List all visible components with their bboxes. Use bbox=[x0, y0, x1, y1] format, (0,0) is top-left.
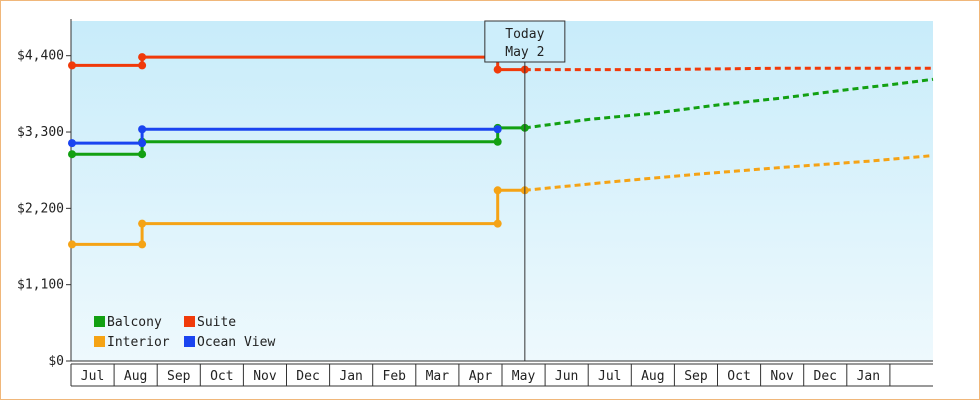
data-point-suite bbox=[493, 65, 502, 74]
data-point-interior bbox=[138, 240, 147, 249]
data-point-ocean-view bbox=[493, 125, 502, 134]
y-tick-label: $1,100 bbox=[17, 278, 64, 293]
x-tick-label: Aug bbox=[124, 369, 147, 384]
legend: Balcony Suite Interior Ocean View bbox=[94, 315, 275, 350]
series-forecast-balcony bbox=[524, 77, 934, 130]
legend-swatch-suite bbox=[184, 316, 195, 327]
x-tick-label: Sep bbox=[684, 369, 708, 384]
x-tick-label: Jul bbox=[81, 369, 104, 384]
today-marker: Today May 2 bbox=[484, 20, 566, 361]
x-tick-label: May bbox=[512, 369, 536, 384]
data-point-interior bbox=[493, 186, 502, 195]
series-line-suite bbox=[71, 55, 525, 72]
legend-swatch-balcony bbox=[94, 316, 105, 327]
x-tick-label: Oct bbox=[210, 369, 233, 384]
today-box bbox=[484, 20, 566, 63]
data-point-interior bbox=[68, 240, 76, 249]
series-line-balcony bbox=[71, 126, 525, 156]
series-line-ocean-view bbox=[71, 127, 498, 145]
x-tick-label: Dec bbox=[296, 369, 319, 384]
data-point-balcony bbox=[138, 150, 147, 159]
x-tick-label: Dec bbox=[814, 369, 837, 384]
x-tick-label: Nov bbox=[770, 369, 794, 384]
legend-swatch-interior bbox=[94, 336, 105, 347]
x-tick-label: Jun bbox=[555, 369, 578, 384]
data-point-balcony bbox=[68, 150, 76, 159]
legend-swatch-ocean-view bbox=[184, 336, 195, 347]
series-line-interior bbox=[71, 188, 525, 246]
data-point-suite bbox=[138, 53, 147, 62]
y-tick-label: $3,300 bbox=[17, 125, 64, 140]
x-tick-label: Oct bbox=[727, 369, 750, 384]
x-tick-label: Jul bbox=[598, 369, 621, 384]
x-tick-label: Feb bbox=[383, 369, 407, 384]
data-point-balcony bbox=[493, 137, 502, 146]
today-label: Today bbox=[505, 27, 544, 42]
x-axis: Jul Aug Sep Oct Nov Dec Jan Feb Mar Apr May Jun Jul A… bbox=[70, 360, 933, 387]
series-layer bbox=[68, 53, 934, 249]
data-point-ocean-view bbox=[138, 125, 147, 134]
legend-label-balcony: Balcony bbox=[107, 315, 162, 330]
data-point-ocean-view bbox=[68, 139, 76, 148]
legend-label-ocean-view: Ocean View bbox=[197, 335, 275, 350]
data-point-ocean-view bbox=[138, 139, 147, 148]
data-point-interior bbox=[493, 219, 502, 228]
legend-label-suite: Suite bbox=[197, 315, 236, 330]
y-axis: $0 $1,100 $2,200 $3,300 $4,400 bbox=[17, 19, 72, 369]
x-tick-label: Aug bbox=[641, 369, 664, 384]
today-date: May 2 bbox=[505, 45, 544, 60]
x-tick-label: Sep bbox=[167, 369, 191, 384]
legend-label-interior: Interior bbox=[107, 335, 170, 350]
x-tick-label: Mar bbox=[426, 369, 450, 384]
x-tick-label: Nov bbox=[253, 369, 277, 384]
x-tick-label: Jan bbox=[339, 369, 362, 384]
data-point-interior bbox=[138, 219, 147, 228]
data-point-suite bbox=[68, 61, 76, 70]
series-forecast-suite bbox=[524, 66, 933, 72]
series-forecast-interior bbox=[524, 154, 934, 192]
data-point-suite bbox=[138, 61, 147, 70]
y-tick-label: $4,400 bbox=[17, 49, 64, 64]
x-tick-label: Jan bbox=[857, 369, 880, 384]
y-tick-label: $0 bbox=[48, 354, 64, 369]
y-tick-label: $2,200 bbox=[17, 201, 64, 216]
x-tick-label: Apr bbox=[469, 369, 493, 384]
